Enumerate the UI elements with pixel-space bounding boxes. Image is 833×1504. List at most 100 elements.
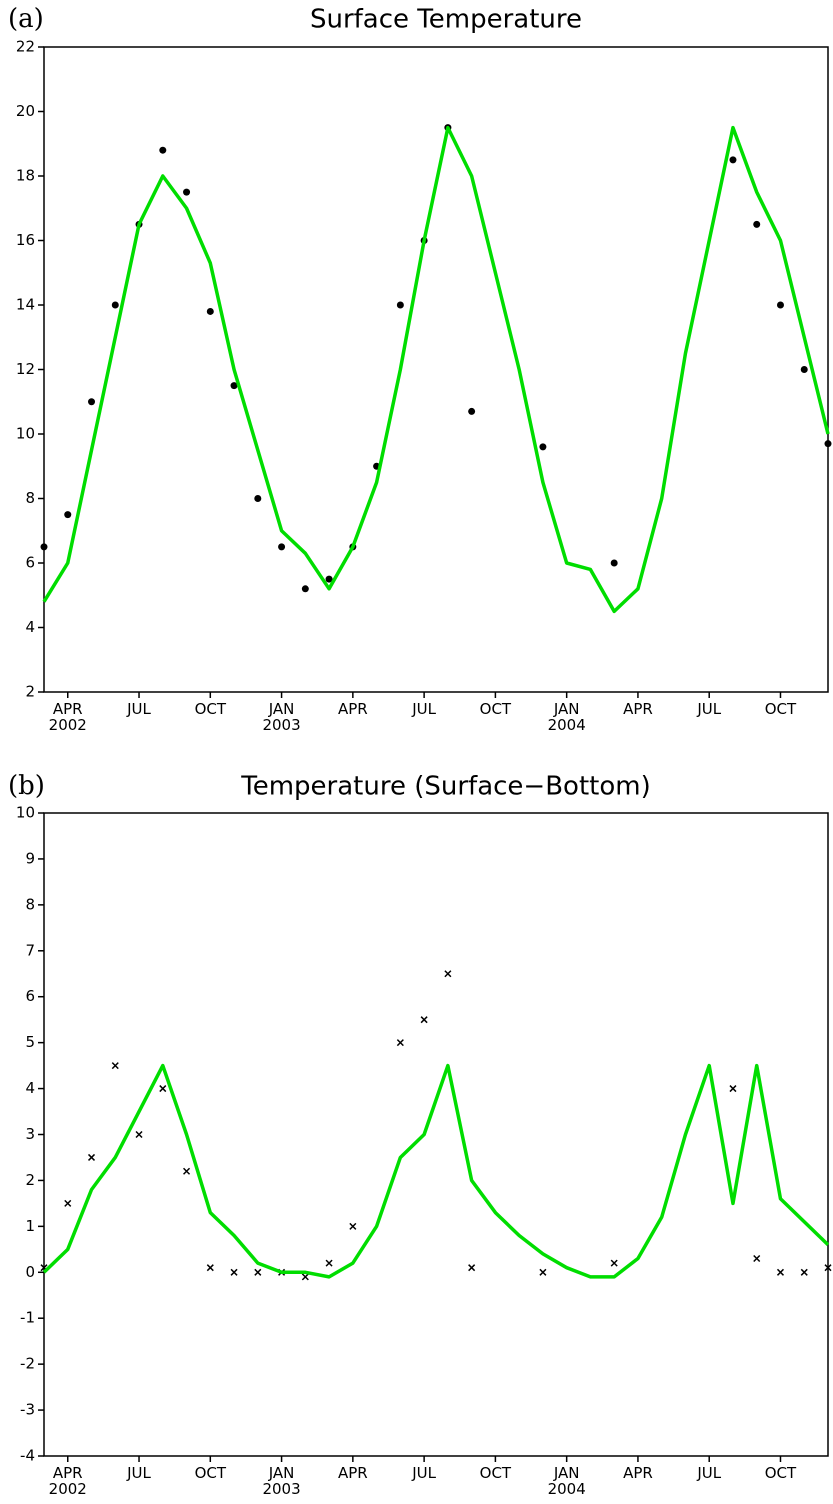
observation-dot (800, 366, 808, 373)
y-tick-label: 10 (16, 425, 35, 443)
observation-cross (111, 1062, 119, 1070)
y-tick-label: 2 (25, 683, 35, 701)
observation-dot (64, 511, 72, 519)
observation-cross (396, 1039, 404, 1047)
model-line (42, 125, 830, 614)
plot-frame (43, 812, 829, 1457)
x-tick-label: JUL (697, 1464, 722, 1482)
observation-cross (753, 1254, 761, 1263)
x-tick-label: APR (623, 1464, 653, 1482)
observation-dot (278, 543, 286, 551)
observation-cross (159, 1085, 167, 1093)
observation-dot (776, 301, 784, 309)
x-tick-label: APR 2002 (48, 700, 87, 734)
x-tick-label: APR 2002 (48, 1464, 87, 1498)
y-tick-label: -2 (20, 1355, 35, 1373)
y-tick-label: 9 (25, 849, 35, 867)
y-tick-label: 0 (25, 1263, 35, 1281)
observation-cross (230, 1268, 238, 1276)
observation-dot (301, 585, 309, 593)
x-tick-label: JAN 2003 (262, 1464, 301, 1498)
x-tick-label: OCT (479, 700, 512, 718)
observation-dot (468, 407, 476, 415)
observation-cross (254, 1268, 262, 1276)
observation-dot (183, 188, 191, 196)
x-tick-label: OCT (479, 1464, 512, 1482)
x-tick-label: OCT (194, 700, 227, 718)
observation-dot (824, 440, 832, 448)
chart-title: Temperature (Surface−Bottom) (240, 772, 650, 802)
y-tick-label: 20 (16, 102, 35, 120)
y-tick-label: 5 (25, 1033, 35, 1051)
observation-cross (206, 1264, 214, 1272)
x-tick-label: JUL (127, 1464, 151, 1482)
observation-cross (325, 1259, 333, 1267)
observation-dot (396, 301, 404, 309)
observation-cross (183, 1167, 191, 1175)
y-tick-label: 8 (25, 895, 35, 913)
observation-cross (539, 1268, 547, 1276)
x-tick-label: OCT (764, 1464, 797, 1482)
y-tick-label: 1 (25, 1217, 35, 1235)
observation-dot (88, 398, 96, 406)
observation-dot (111, 301, 119, 309)
x-tick-label: JUL (697, 700, 722, 718)
observation-cross (301, 1273, 309, 1281)
panel-label: (a) (8, 4, 44, 34)
plot-frame (43, 46, 829, 693)
observation-dot (753, 220, 761, 228)
observation-cross (468, 1264, 476, 1272)
observation-dot (230, 382, 238, 390)
y-tick-label: 4 (25, 618, 35, 636)
x-tick-label: OCT (764, 700, 797, 718)
x-tick-label: JUL (412, 1464, 436, 1482)
observation-dot (539, 443, 547, 451)
chart-title: Surface Temperature (310, 5, 582, 35)
observation-cross (135, 1130, 143, 1139)
observation-dot (729, 156, 737, 164)
observation-cross (444, 970, 452, 978)
observation-dot (206, 307, 214, 315)
y-tick-label: 8 (25, 489, 35, 507)
y-tick-label: 7 (25, 941, 35, 959)
x-tick-label: JUL (127, 700, 151, 718)
model-line (42, 1063, 830, 1279)
y-tick-label: -3 (20, 1401, 35, 1419)
observation-cross (87, 1153, 96, 1161)
y-tick-label: 14 (16, 296, 35, 314)
observation-cross (729, 1085, 737, 1093)
observation-cross (349, 1222, 357, 1230)
observation-dot (254, 495, 262, 502)
x-tick-label: JAN 2003 (262, 700, 301, 734)
x-tick-label: OCT (194, 1464, 227, 1482)
x-tick-label: APR (337, 700, 368, 718)
y-tick-label: 3 (25, 1125, 35, 1143)
x-tick-label: JAN 2004 (547, 1464, 586, 1498)
y-tick-label: 12 (16, 360, 35, 378)
observation-cross (800, 1268, 808, 1276)
x-tick-label: APR (623, 700, 653, 718)
observation-cross (420, 1016, 428, 1024)
y-tick-label: -4 (20, 1447, 35, 1465)
y-tick-label: 2 (25, 1171, 35, 1189)
observation-dot (610, 559, 618, 567)
observation-cross (776, 1268, 785, 1276)
y-tick-label: 22 (16, 38, 35, 56)
observation-cross (824, 1264, 832, 1272)
y-tick-label: 6 (25, 987, 35, 1005)
y-tick-label: 16 (16, 231, 35, 249)
observation-dot (40, 543, 48, 551)
x-tick-label: APR (337, 1464, 368, 1482)
y-tick-label: 4 (25, 1079, 35, 1097)
y-tick-label: -1 (20, 1309, 35, 1327)
observation-cross (610, 1259, 618, 1267)
observation-dot (159, 146, 167, 154)
y-tick-label: 18 (16, 167, 35, 185)
observation-dot (325, 575, 333, 583)
x-tick-label: JAN 2004 (547, 700, 586, 734)
observation-cross (64, 1199, 72, 1207)
panel-label: (b) (8, 771, 45, 801)
y-tick-label: 10 (16, 804, 35, 822)
